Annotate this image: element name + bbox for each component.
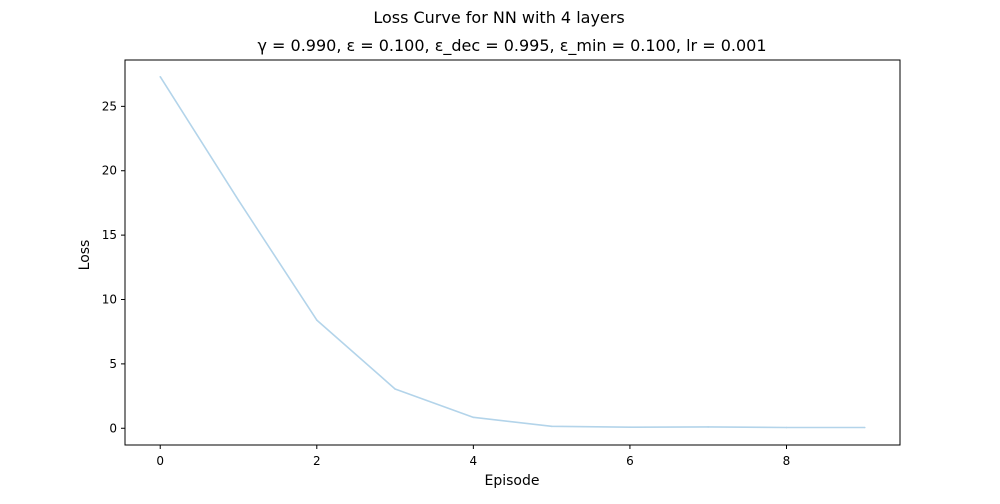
y-tick-label: 0 bbox=[109, 421, 117, 435]
x-axis-label: Episode bbox=[485, 473, 540, 489]
loss-data-point bbox=[707, 426, 710, 428]
y-tick-label: 20 bbox=[102, 164, 117, 178]
series-layer bbox=[159, 75, 866, 429]
chart-subtitle: γ = 0.990, ε = 0.100, ε_dec = 0.995, ε_m… bbox=[257, 36, 766, 56]
y-axis-label: Loss bbox=[77, 240, 93, 271]
loss-data-point bbox=[237, 199, 240, 202]
x-tick-label: 2 bbox=[313, 454, 321, 468]
y-tick-label: 10 bbox=[102, 292, 117, 306]
x-tick-label: 8 bbox=[783, 454, 791, 468]
x-tick-label: 4 bbox=[470, 454, 478, 468]
y-axis-ticks: 0 5 10 15 20 25 bbox=[102, 99, 125, 435]
loss-data-point bbox=[785, 426, 788, 429]
loss-data-point bbox=[472, 416, 475, 419]
y-tick-label: 15 bbox=[102, 228, 117, 242]
x-tick-label: 0 bbox=[156, 454, 164, 468]
x-tick-label: 6 bbox=[626, 454, 634, 468]
plot-area bbox=[124, 59, 901, 446]
loss-series-line bbox=[159, 76, 865, 429]
y-tick-label: 25 bbox=[102, 99, 117, 113]
loss-data-point bbox=[394, 388, 396, 390]
loss-data-point bbox=[159, 75, 162, 78]
loss-data-point bbox=[629, 426, 631, 429]
x-axis-ticks: 0 2 4 6 8 bbox=[156, 445, 790, 468]
loss-data-point bbox=[315, 319, 318, 321]
loss-data-point bbox=[550, 425, 553, 428]
chart-title: Loss Curve for NN with 4 layers bbox=[373, 8, 624, 27]
loss-data-point bbox=[863, 426, 866, 429]
y-tick-label: 5 bbox=[109, 357, 117, 371]
